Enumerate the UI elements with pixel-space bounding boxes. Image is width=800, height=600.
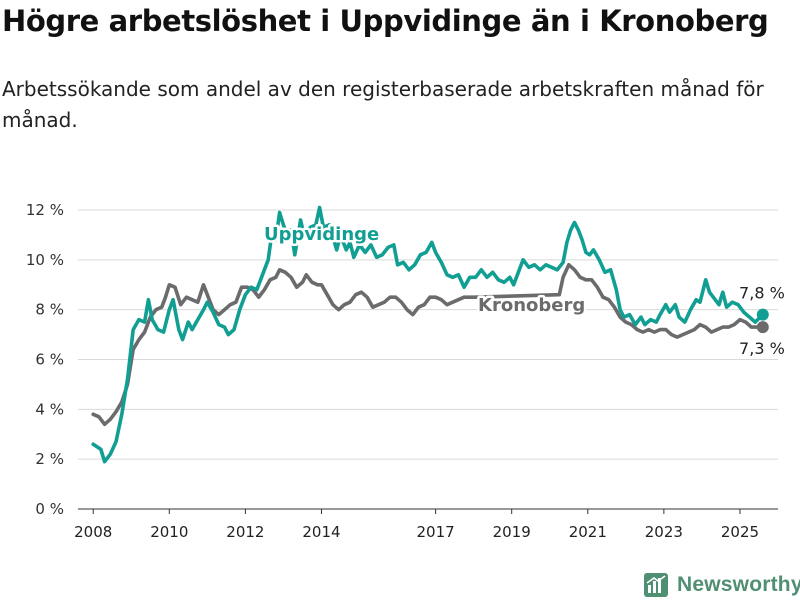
newsworthy-logo-icon [644, 573, 668, 597]
x-tick-label: 2010 [150, 523, 188, 541]
series-line-uppvidinge [91, 205, 765, 464]
x-tick-label: 2023 [645, 523, 683, 541]
end-point-uppvidinge [756, 308, 769, 321]
series-label-kronoberg: Kronoberg [478, 295, 585, 316]
x-tick-label: 2021 [569, 523, 607, 541]
x-tick-label: 2019 [493, 523, 531, 541]
y-tick-label: 6 % [35, 351, 64, 369]
x-tick-label: 2017 [417, 523, 455, 541]
chart-title: Högre arbetslöshet i Uppvidinge än i Kro… [2, 4, 769, 38]
end-value-uppvidinge: 7,8 % [739, 284, 785, 303]
series-labels: Uppvidinge Kronoberg 7,8 % 7,3 % [262, 222, 785, 359]
series-label-uppvidinge: Uppvidinge [264, 224, 379, 245]
x-tick-label: 2025 [721, 523, 759, 541]
series-line-kronoberg [91, 263, 765, 427]
x-tick-label: 2008 [74, 523, 112, 541]
series-lines [91, 205, 769, 464]
chart-subtitle: Arbetssökande som andel av den registerb… [2, 77, 764, 132]
brand-name: Newsworthy [677, 573, 800, 596]
x-tick-label: 2014 [302, 523, 340, 541]
end-point-kronoberg [756, 321, 769, 334]
brand: Newsworthy [644, 570, 800, 600]
y-tick-label: 10 % [26, 251, 64, 269]
x-axis: 2008 2010 2012 2014 2017 2019 2021 2023 2025 [74, 508, 778, 541]
y-tick-label: 4 % [35, 400, 64, 418]
gridlines [78, 209, 778, 510]
y-tick-label: 0 % [35, 500, 64, 518]
y-tick-label: 8 % [35, 301, 64, 319]
y-tick-label: 2 % [35, 450, 64, 468]
x-tick-label: 2012 [226, 523, 264, 541]
y-tick-label: 12 % [26, 201, 64, 219]
end-value-kronoberg: 7,3 % [739, 339, 785, 358]
y-axis: 0 % 2 % 4 % 6 % 8 % 10 % 12 % [26, 201, 64, 518]
